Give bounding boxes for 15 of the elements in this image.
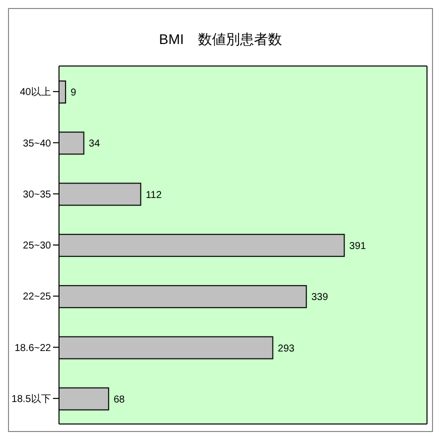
y-tick-label: 35~40 bbox=[22, 138, 52, 150]
data-label: 68 bbox=[114, 394, 126, 406]
data-label: 112 bbox=[146, 190, 162, 201]
chart-title: BMI 数値別患者数 bbox=[158, 30, 283, 49]
y-tick-label: 22~25 bbox=[22, 292, 52, 303]
y-tick-label: 25~30 bbox=[22, 240, 52, 252]
data-label: 293 bbox=[278, 343, 295, 354]
y-tick-label: 18.6~22 bbox=[14, 342, 52, 354]
data-label: 34 bbox=[88, 138, 100, 150]
data-label: 9 bbox=[70, 88, 77, 99]
y-tick-label: 18.5以下 bbox=[12, 392, 51, 405]
y-tick-label: 30~35 bbox=[22, 189, 52, 200]
y-tick-label: 40以上 bbox=[20, 86, 51, 98]
data-label: 339 bbox=[311, 292, 328, 304]
data-label: 391 bbox=[349, 240, 366, 252]
